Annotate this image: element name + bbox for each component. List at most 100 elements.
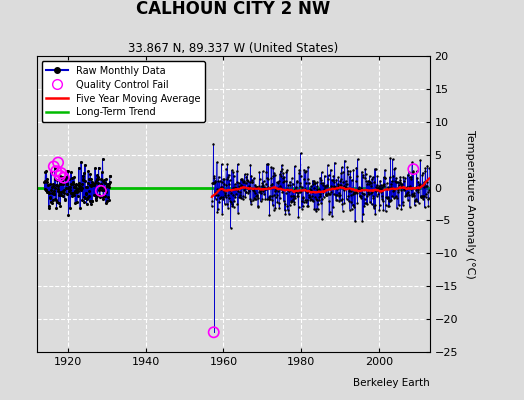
Point — [380, 175, 389, 181]
Point — [81, 178, 89, 184]
Point — [275, 200, 283, 206]
Point — [388, 185, 397, 191]
Point — [250, 196, 259, 202]
Point — [215, 195, 224, 201]
Point — [384, 184, 392, 190]
Point — [88, 179, 96, 185]
Point — [361, 175, 369, 182]
Point — [228, 185, 237, 191]
Point — [325, 208, 334, 215]
Point — [257, 190, 266, 196]
Point — [331, 184, 339, 190]
Point — [424, 195, 433, 201]
Point — [103, 198, 111, 204]
Point — [263, 196, 271, 202]
Point — [277, 185, 285, 191]
Point — [255, 183, 264, 189]
Point — [252, 193, 260, 200]
Point — [369, 203, 378, 210]
Point — [299, 194, 308, 200]
Point — [222, 182, 231, 188]
Point — [232, 186, 240, 192]
Point — [382, 194, 390, 200]
Point — [401, 185, 410, 192]
Point — [354, 187, 363, 193]
Point — [95, 194, 104, 200]
Title: 33.867 N, 89.337 W (United States): 33.867 N, 89.337 W (United States) — [128, 42, 339, 55]
Point — [267, 164, 275, 170]
Point — [254, 204, 262, 210]
Point — [252, 196, 260, 202]
Point — [52, 205, 61, 211]
Point — [246, 196, 254, 202]
Point — [416, 157, 424, 164]
Point — [380, 183, 388, 190]
Point — [106, 173, 114, 179]
Point — [79, 176, 88, 182]
Point — [316, 176, 325, 183]
Point — [97, 188, 105, 194]
Point — [342, 181, 350, 187]
Point — [231, 184, 239, 190]
Point — [102, 200, 110, 207]
Point — [289, 188, 298, 194]
Point — [259, 178, 268, 184]
Point — [352, 164, 361, 171]
Point — [230, 198, 238, 204]
Point — [365, 191, 374, 197]
Point — [339, 207, 347, 214]
Point — [394, 189, 402, 196]
Point — [92, 178, 100, 184]
Point — [103, 182, 111, 188]
Text: CALHOUN CITY 2 NW: CALHOUN CITY 2 NW — [136, 0, 330, 18]
Point — [403, 184, 411, 190]
Point — [216, 195, 224, 201]
Point — [223, 201, 231, 208]
Point — [276, 195, 285, 202]
Point — [351, 190, 359, 196]
Point — [49, 180, 58, 187]
Point — [326, 190, 334, 197]
Point — [413, 175, 421, 181]
Point — [333, 192, 342, 198]
Point — [214, 192, 223, 198]
Point — [345, 173, 354, 180]
Point — [362, 178, 370, 184]
Point — [312, 208, 320, 214]
Point — [354, 186, 362, 192]
Point — [58, 174, 67, 181]
Point — [319, 189, 327, 195]
Point — [344, 198, 353, 204]
Point — [75, 182, 83, 189]
Point — [329, 204, 337, 210]
Point — [421, 204, 429, 211]
Point — [332, 176, 341, 183]
Point — [236, 176, 245, 183]
Point — [233, 178, 241, 185]
Point — [44, 182, 52, 188]
Point — [47, 187, 56, 193]
Point — [425, 165, 433, 172]
Point — [356, 193, 364, 199]
Point — [401, 192, 410, 199]
Point — [230, 203, 238, 210]
Point — [422, 191, 430, 197]
Point — [45, 202, 53, 209]
Point — [364, 178, 372, 184]
Point — [395, 182, 403, 188]
Point — [287, 187, 296, 194]
Point — [234, 188, 243, 194]
Point — [305, 193, 314, 200]
Point — [420, 193, 428, 199]
Point — [346, 206, 354, 213]
Point — [281, 200, 289, 207]
Point — [370, 166, 379, 172]
Point — [361, 200, 369, 206]
Point — [414, 178, 422, 185]
Point — [292, 189, 301, 195]
Point — [64, 168, 72, 174]
Point — [255, 189, 263, 195]
Point — [373, 182, 381, 188]
Point — [300, 166, 308, 173]
Point — [100, 177, 108, 183]
